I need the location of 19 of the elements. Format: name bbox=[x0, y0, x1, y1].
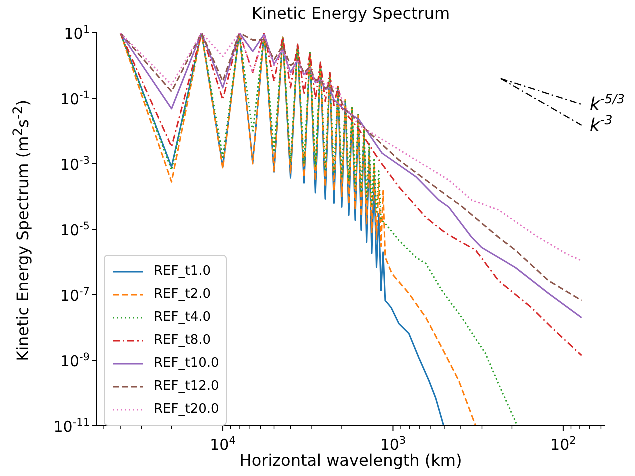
x-axis-title: Horizontal wavelength (km) bbox=[240, 451, 462, 470]
y-tick-label: 10$^{1}$ bbox=[64, 24, 90, 43]
x-tick-label: 10$^{4}$ bbox=[210, 435, 236, 454]
y-tick-label: 10$^{-1}$ bbox=[60, 90, 90, 108]
legend-label: REF_t12.0 bbox=[154, 379, 220, 394]
x-tick-label: 10$^{3}$ bbox=[380, 435, 406, 454]
legend-label: REF_t10.0 bbox=[154, 356, 220, 371]
legend-label: REF_t1.0 bbox=[154, 264, 211, 279]
y-tick-label: 10$^{-9}$ bbox=[60, 352, 90, 370]
legend-label: REF_t8.0 bbox=[154, 333, 211, 348]
legend-label: REF_t2.0 bbox=[154, 287, 211, 302]
y-tick-label: 10$^{-11}$ bbox=[54, 417, 90, 436]
legend-label: REF_t20.0 bbox=[154, 402, 220, 417]
y-tick-label: 10$^{-5}$ bbox=[60, 220, 90, 240]
y-tick-label: 10$^{-3}$ bbox=[60, 155, 90, 174]
x-tick-label: 10$^{2}$ bbox=[550, 435, 576, 454]
y-tick-label: 10$^{-7}$ bbox=[60, 286, 90, 305]
legend-label: REF_t4.0 bbox=[154, 310, 211, 325]
chart-title: Kinetic Energy Spectrum bbox=[250, 4, 452, 23]
